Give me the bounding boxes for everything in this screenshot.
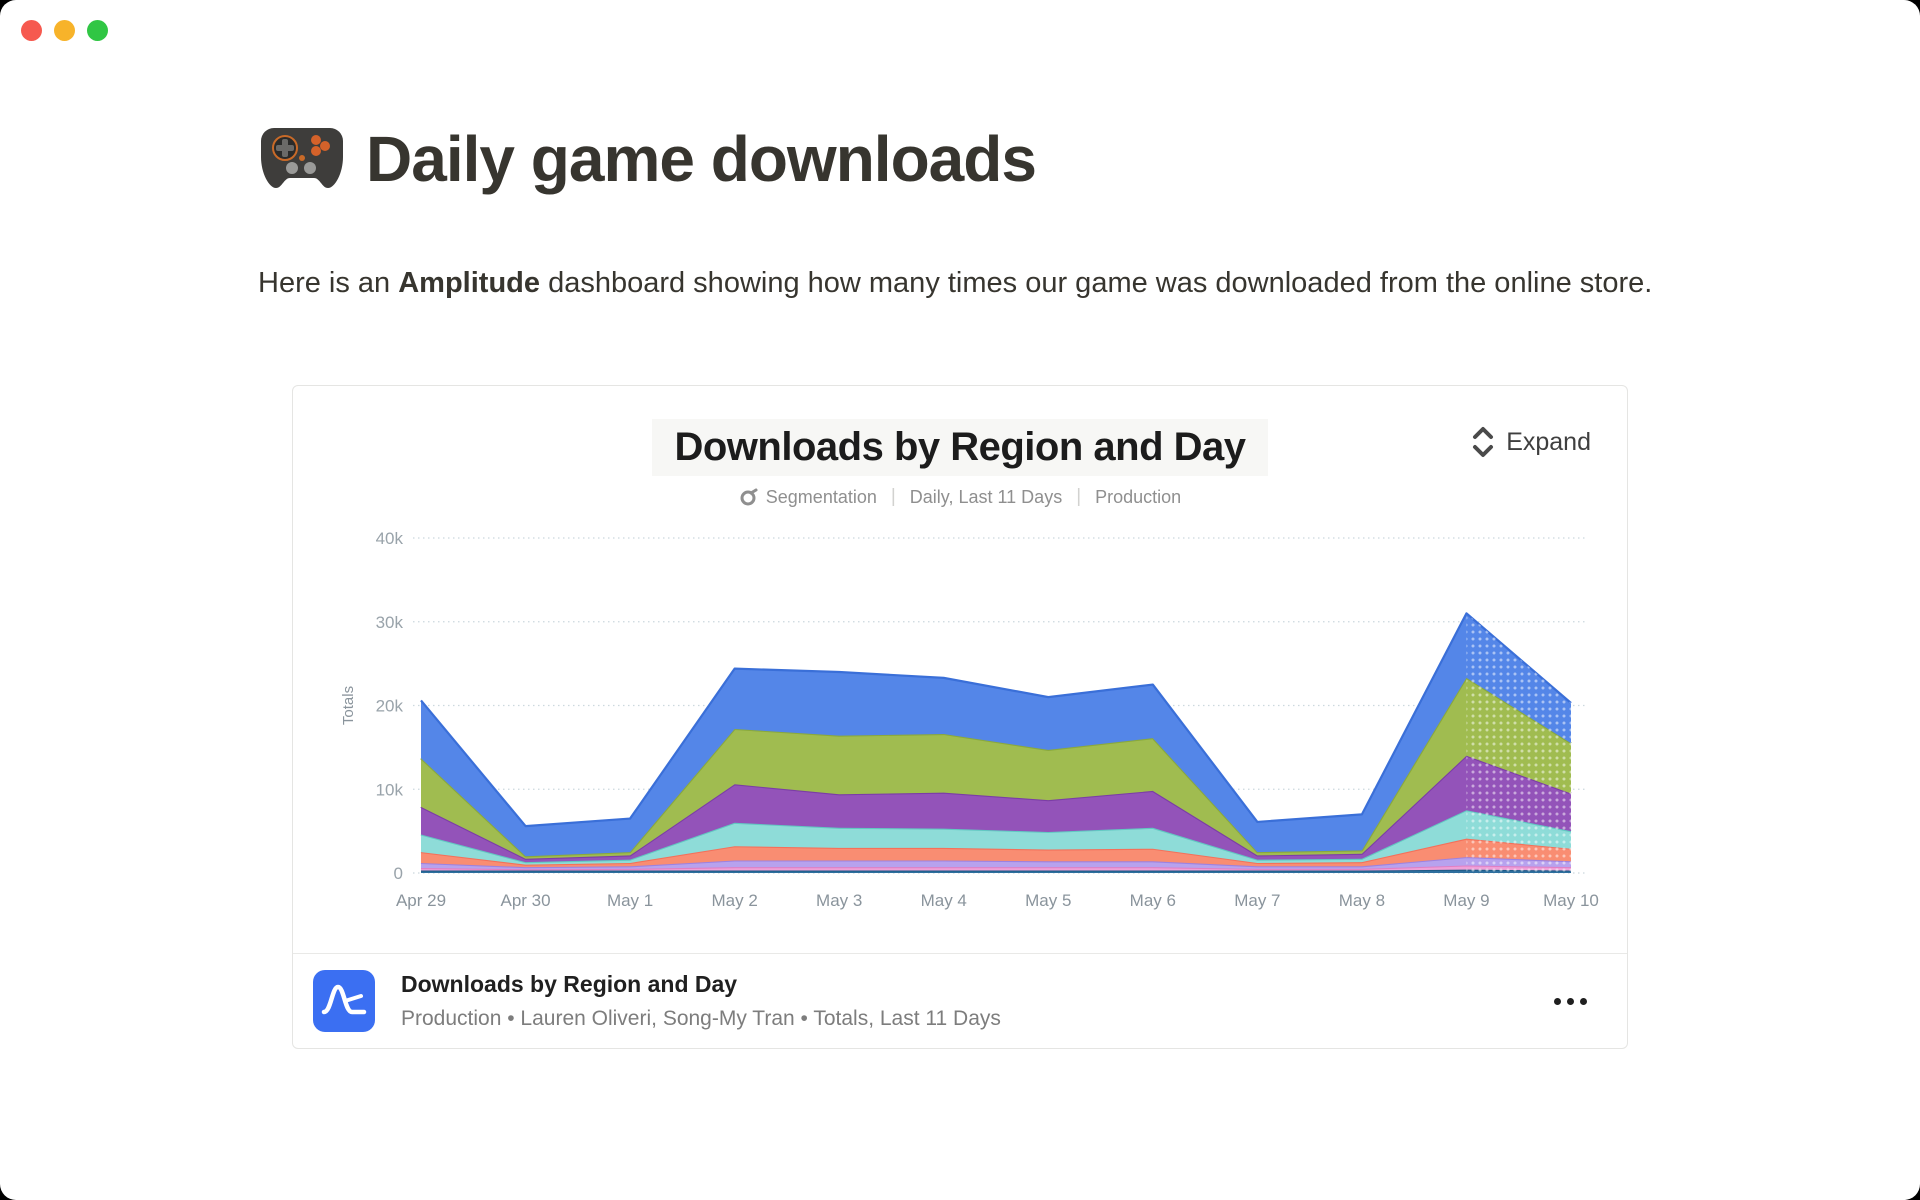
- meta-item: Production: [1095, 486, 1182, 507]
- ellipsis-icon: [1554, 997, 1561, 1005]
- x-axis-tick: May 8: [1339, 891, 1385, 910]
- x-axis-tick: May 5: [1025, 891, 1071, 910]
- chart-card: Downloads by Region and Day Expand Segme…: [292, 385, 1628, 1049]
- series-green-area: [421, 677, 1571, 859]
- amplitude-logo-icon: [313, 970, 375, 1032]
- chart-meta: Segmentation | Daily, Last 11 Days | Product…: [293, 486, 1627, 508]
- series-lavender-area: [421, 857, 1571, 870]
- y-axis-tick: 30k: [376, 613, 404, 632]
- x-axis-tick: May 4: [921, 891, 967, 910]
- x-axis-tick: May 6: [1130, 891, 1176, 910]
- y-axis-tick: 20k: [376, 697, 404, 716]
- series-blue-area: [421, 613, 1571, 857]
- x-axis-tick: May 9: [1443, 891, 1489, 910]
- stacked-area-chart: 0 10k 20k 30k 40k Totals Apr 29 Apr 30 May 1 May …: [340, 529, 1599, 910]
- series-purple-area: [421, 755, 1571, 863]
- footer-texts: Downloads by Region and Day Production •…: [401, 971, 1544, 1031]
- expand-label: Expand: [1506, 427, 1591, 456]
- meta-separator: |: [1076, 486, 1082, 507]
- intro-paragraph: Here is an Amplitude dashboard showing h…: [258, 267, 1653, 299]
- series-green-edge: [420, 676, 1572, 858]
- series-blue-edge: [420, 612, 1572, 828]
- partial-data-texture: [1466, 613, 1571, 873]
- zoom-button[interactable]: [87, 20, 108, 41]
- series-teal-area: [421, 810, 1571, 865]
- series-lavender-edge: [420, 855, 1572, 869]
- game-controller-emoji-icon: [258, 124, 346, 195]
- series-salmon-edge: [420, 837, 1572, 866]
- chart-card-footer: Downloads by Region and Day Production •…: [293, 953, 1627, 1048]
- minimize-button[interactable]: [54, 20, 75, 41]
- y-axis-tick: 0: [394, 864, 403, 883]
- y-axis-tick: 40k: [376, 529, 404, 548]
- meta-item: Segmentation: [739, 487, 877, 508]
- footer-title: Downloads by Region and Day: [401, 971, 738, 997]
- x-axis-tick: May 1: [607, 891, 653, 910]
- chart-card-header: Downloads by Region and Day Expand Segme…: [293, 386, 1627, 508]
- x-axis-tick: Apr 30: [500, 891, 550, 910]
- page-heading: Daily game downloads: [258, 122, 1037, 196]
- close-button[interactable]: [21, 20, 42, 41]
- footer-subtitle: Production • Lauren Oliveri, Song-My Tra…: [401, 1007, 1001, 1030]
- segmentation-icon: [740, 488, 758, 505]
- chart-title: Downloads by Region and Day: [674, 425, 1246, 469]
- expand-icon: [1473, 427, 1494, 457]
- series-salmon-area: [421, 838, 1571, 868]
- window-controls: [21, 20, 108, 41]
- page-title: Daily game downloads: [366, 123, 1037, 195]
- x-axis-tick: May 3: [816, 891, 862, 910]
- x-axis-tick: May 7: [1234, 891, 1280, 910]
- x-axis-tick: May 2: [711, 891, 757, 910]
- expand-button[interactable]: Expand: [1472, 426, 1591, 458]
- more-options-button[interactable]: [1544, 988, 1597, 1015]
- x-axis-tick: May 10: [1543, 891, 1599, 910]
- y-axis-label: Totals: [340, 686, 357, 725]
- chart-title-wrap: Downloads by Region and Day: [652, 419, 1268, 476]
- x-axis-tick: Apr 29: [396, 891, 446, 910]
- meta-item: Daily, Last 11 Days: [909, 486, 1063, 507]
- meta-separator: |: [890, 486, 896, 507]
- y-axis-tick: 10k: [376, 780, 404, 799]
